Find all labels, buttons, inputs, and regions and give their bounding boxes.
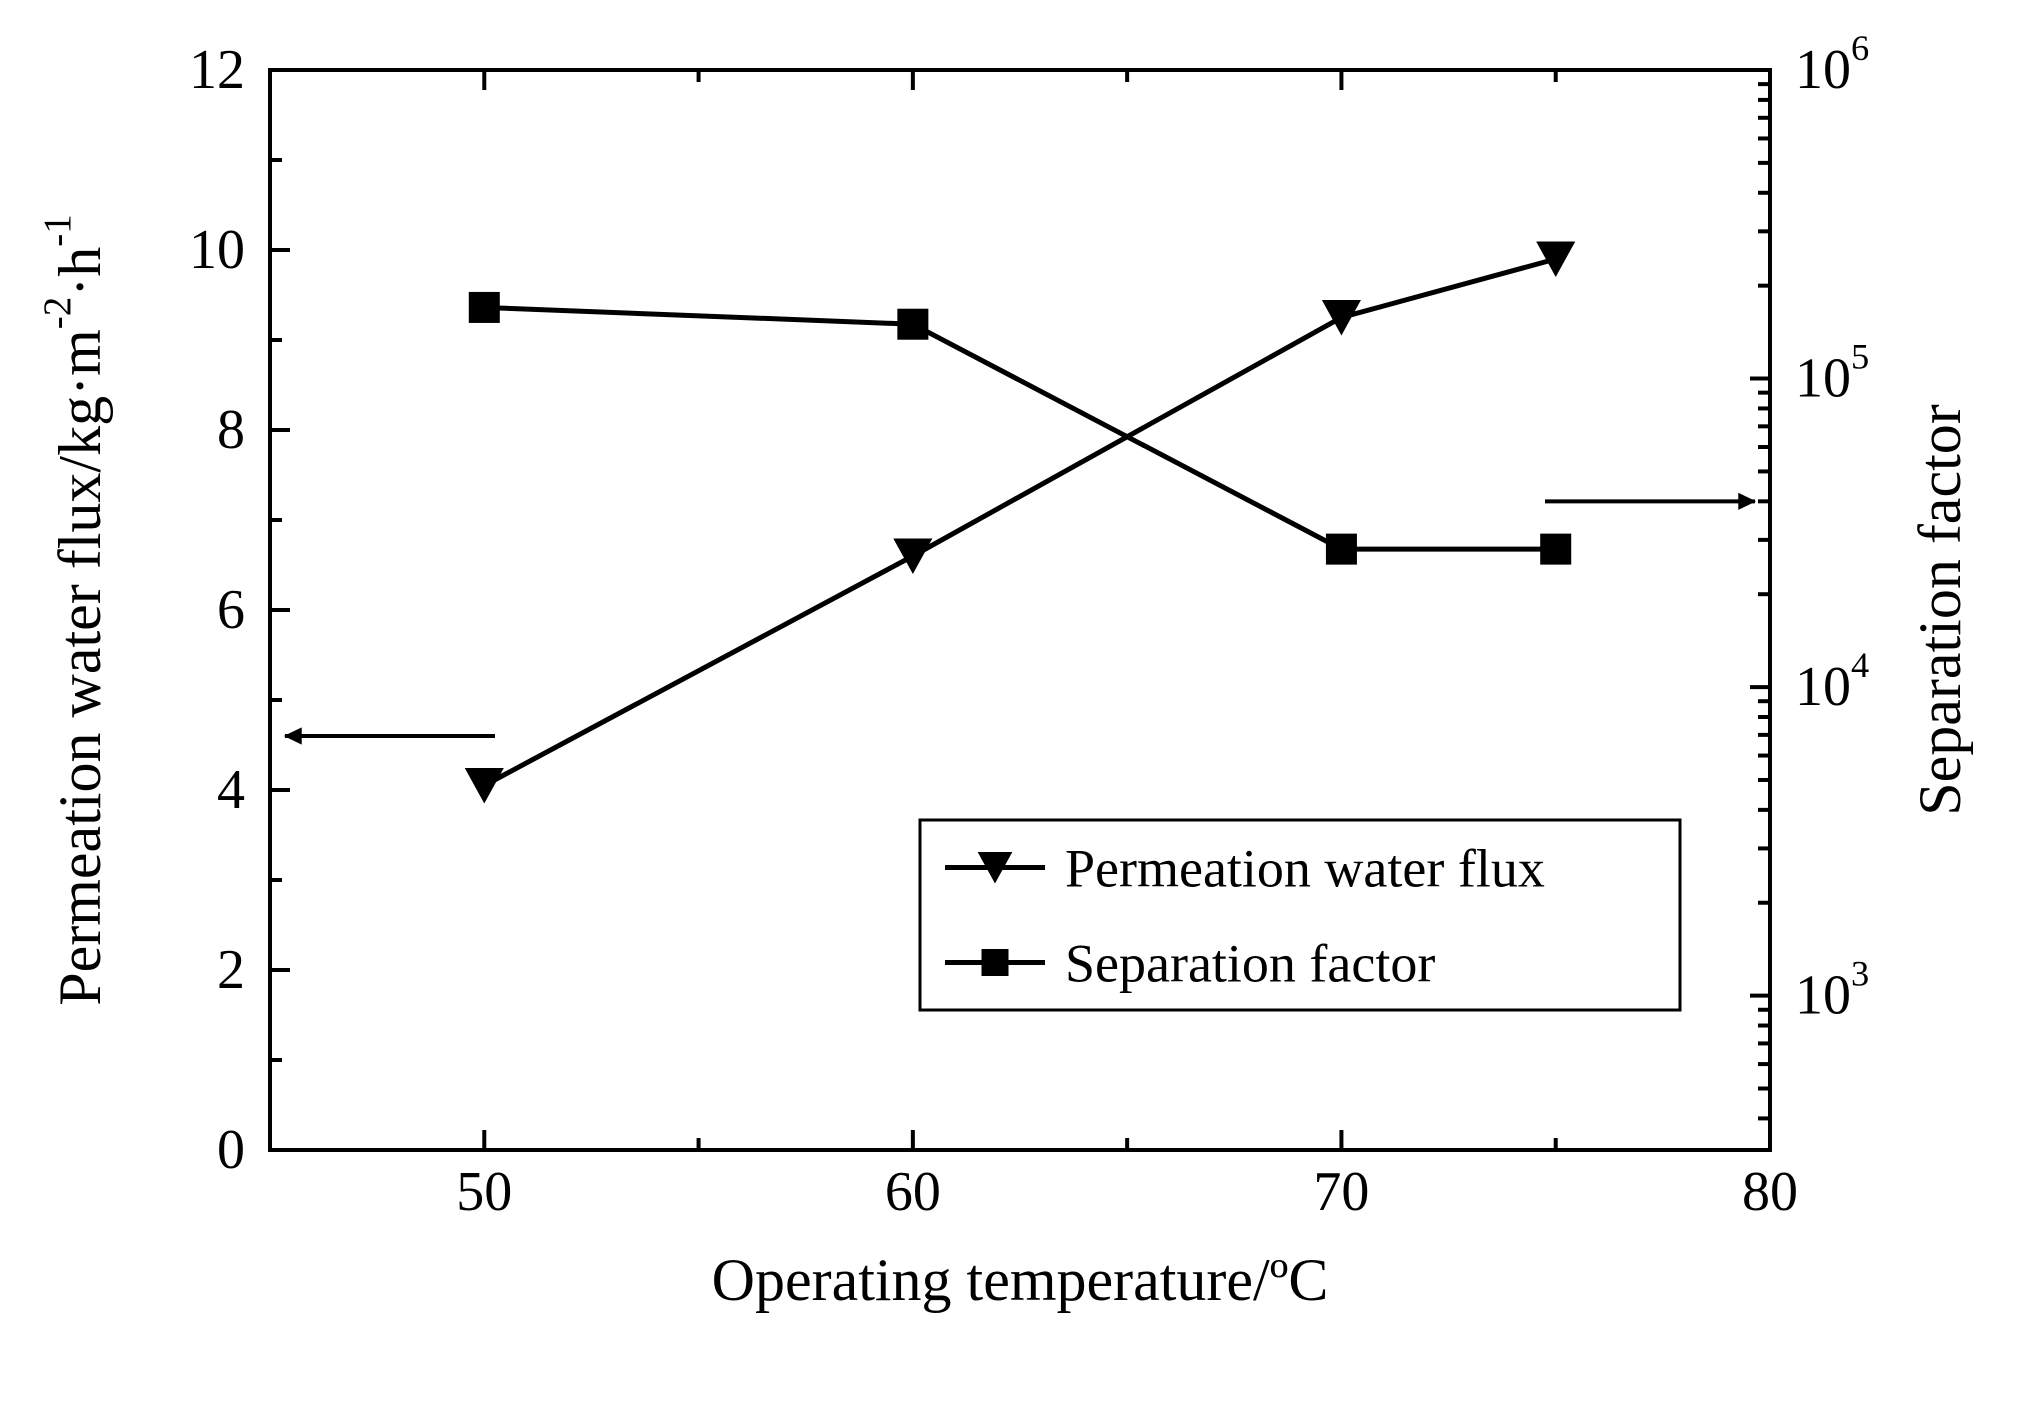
y-left-tick-label: 8: [217, 399, 245, 461]
y-left-tick-label: 2: [217, 939, 245, 1001]
square-marker: [1326, 534, 1356, 564]
chart-svg: 50 60 70 80 Operating temperature/ºC 0 2 4 6 8 10 1…: [0, 0, 2021, 1412]
triangle-down-marker: [1537, 242, 1574, 276]
arrow-head-icon: [285, 728, 301, 744]
y-left-tick-label: 6: [217, 579, 245, 641]
legend-label: Separation factor: [1065, 933, 1435, 993]
y-left-axis-title: Permeation water flux/kg·m-2·h-1: [36, 214, 113, 1005]
legend-label: Permeation water flux: [1065, 838, 1545, 898]
y-left-tick-label: 10: [189, 219, 245, 281]
square-marker: [982, 950, 1008, 976]
series-line: [484, 307, 1555, 549]
plot-border: [270, 70, 1770, 1150]
y-right-tick-label: 105: [1795, 337, 1869, 410]
series-line: [484, 259, 1555, 786]
triangle-down-marker: [1323, 301, 1360, 335]
y-left-tick-label: 12: [189, 39, 245, 101]
x-tick-label: 70: [1313, 1161, 1369, 1223]
x-tick-label: 50: [456, 1161, 512, 1223]
y-right-tick-label: 103: [1795, 954, 1869, 1027]
y-left-tick-label: 0: [217, 1119, 245, 1181]
y-left-tick-label: 4: [217, 759, 245, 821]
x-tick-label: 80: [1742, 1161, 1798, 1223]
x-tick-label: 60: [885, 1161, 941, 1223]
square-marker: [1541, 534, 1571, 564]
triangle-down-marker: [894, 539, 931, 573]
x-axis-title: Operating temperature/ºC: [712, 1247, 1329, 1313]
arrow-head-icon: [1739, 494, 1755, 510]
y-right-axis-title: Separation factor: [1907, 404, 1973, 815]
y-right-tick-label: 106: [1795, 28, 1869, 101]
y-right-tick-label: 104: [1795, 645, 1869, 718]
chart-container: 50 60 70 80 Operating temperature/ºC 0 2 4 6 8 10 1…: [0, 0, 2021, 1412]
square-marker: [469, 292, 499, 322]
triangle-down-marker: [466, 769, 503, 803]
square-marker: [898, 309, 928, 339]
